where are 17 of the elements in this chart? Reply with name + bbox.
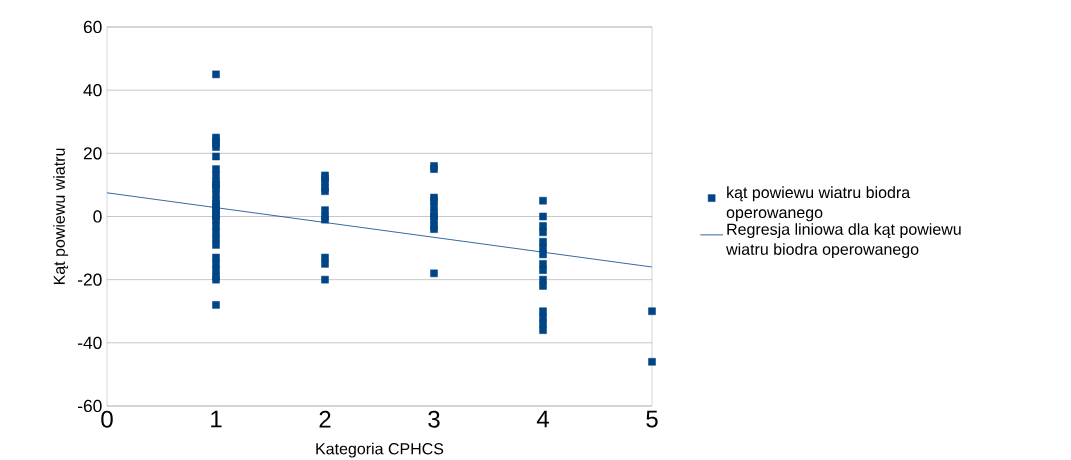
x-tick-label: 5 — [646, 410, 658, 428]
y-tick-label: 0 — [93, 210, 102, 223]
x-tick-label: 3 — [428, 410, 440, 428]
x-tick-label: 0 — [101, 410, 113, 428]
x-axis-title: Kategoria CPHCS — [316, 442, 444, 458]
legend-label: kąt powiewu wiatru biodra operowanego — [726, 186, 911, 222]
x-tick-label: 4 — [536, 410, 549, 428]
y-tick-label: 60 — [83, 20, 102, 34]
x-tick-label: 1 — [211, 410, 222, 428]
y-axis-title: Kąt powiewu wiatru — [53, 148, 69, 285]
x-tick-label: 2 — [319, 410, 331, 428]
y-tick-label: -20 — [78, 273, 102, 286]
y-tick-label: -60 — [78, 399, 102, 413]
legend-label: Regresja liniowa dla kąt powiewu wiatru biodra operowanego — [726, 223, 961, 259]
y-tick-label: 40 — [83, 84, 102, 97]
y-tick-label: 20 — [83, 147, 102, 160]
y-tick-label: -40 — [78, 336, 102, 349]
